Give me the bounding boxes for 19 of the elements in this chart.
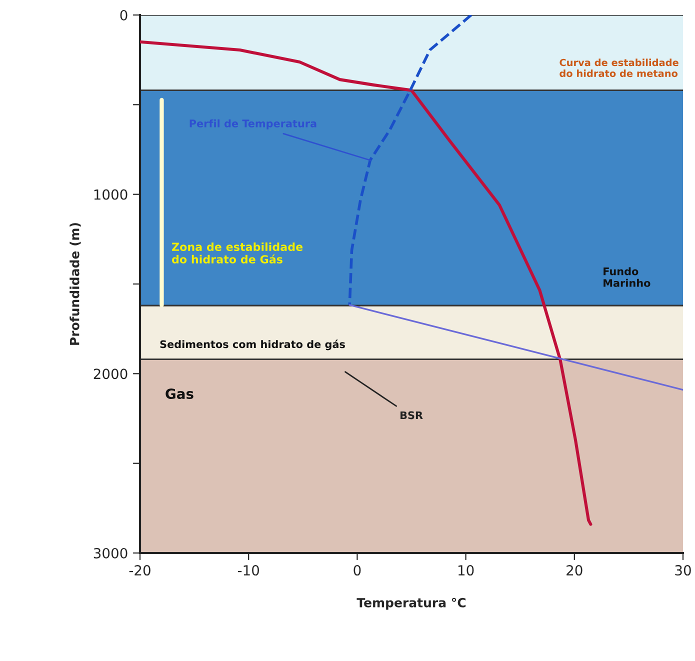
x-tick-label: 10: [458, 565, 474, 576]
y-tick-label: 2000: [94, 368, 128, 380]
annotation: Curva de estabilidade do hidrato de metano: [560, 58, 678, 78]
annotation: Zona de estabilidade do hidrato de Gás: [172, 242, 303, 264]
y-tick-label: 1000: [94, 189, 128, 200]
y-axis-title: Profundidade (m): [70, 223, 81, 345]
annotation: BSR: [400, 411, 423, 420]
x-tick-label: 20: [566, 565, 582, 576]
x-tick-label: -10: [238, 565, 260, 576]
annotation: Sedimentos com hidrato de gás: [160, 340, 345, 350]
annotation: Gas: [166, 388, 194, 400]
x-tick-label: 30: [675, 565, 691, 576]
x-tick-label: 0: [354, 565, 361, 576]
y-tick-label: 0: [120, 10, 128, 20]
annotation: Fundo Marinho: [604, 267, 650, 287]
y-tick-label: 3000: [94, 548, 128, 558]
line-series: [348, 15, 473, 306]
x-tick-label: -20: [129, 565, 150, 576]
x-axis-title: Temperatura °C: [356, 598, 466, 610]
